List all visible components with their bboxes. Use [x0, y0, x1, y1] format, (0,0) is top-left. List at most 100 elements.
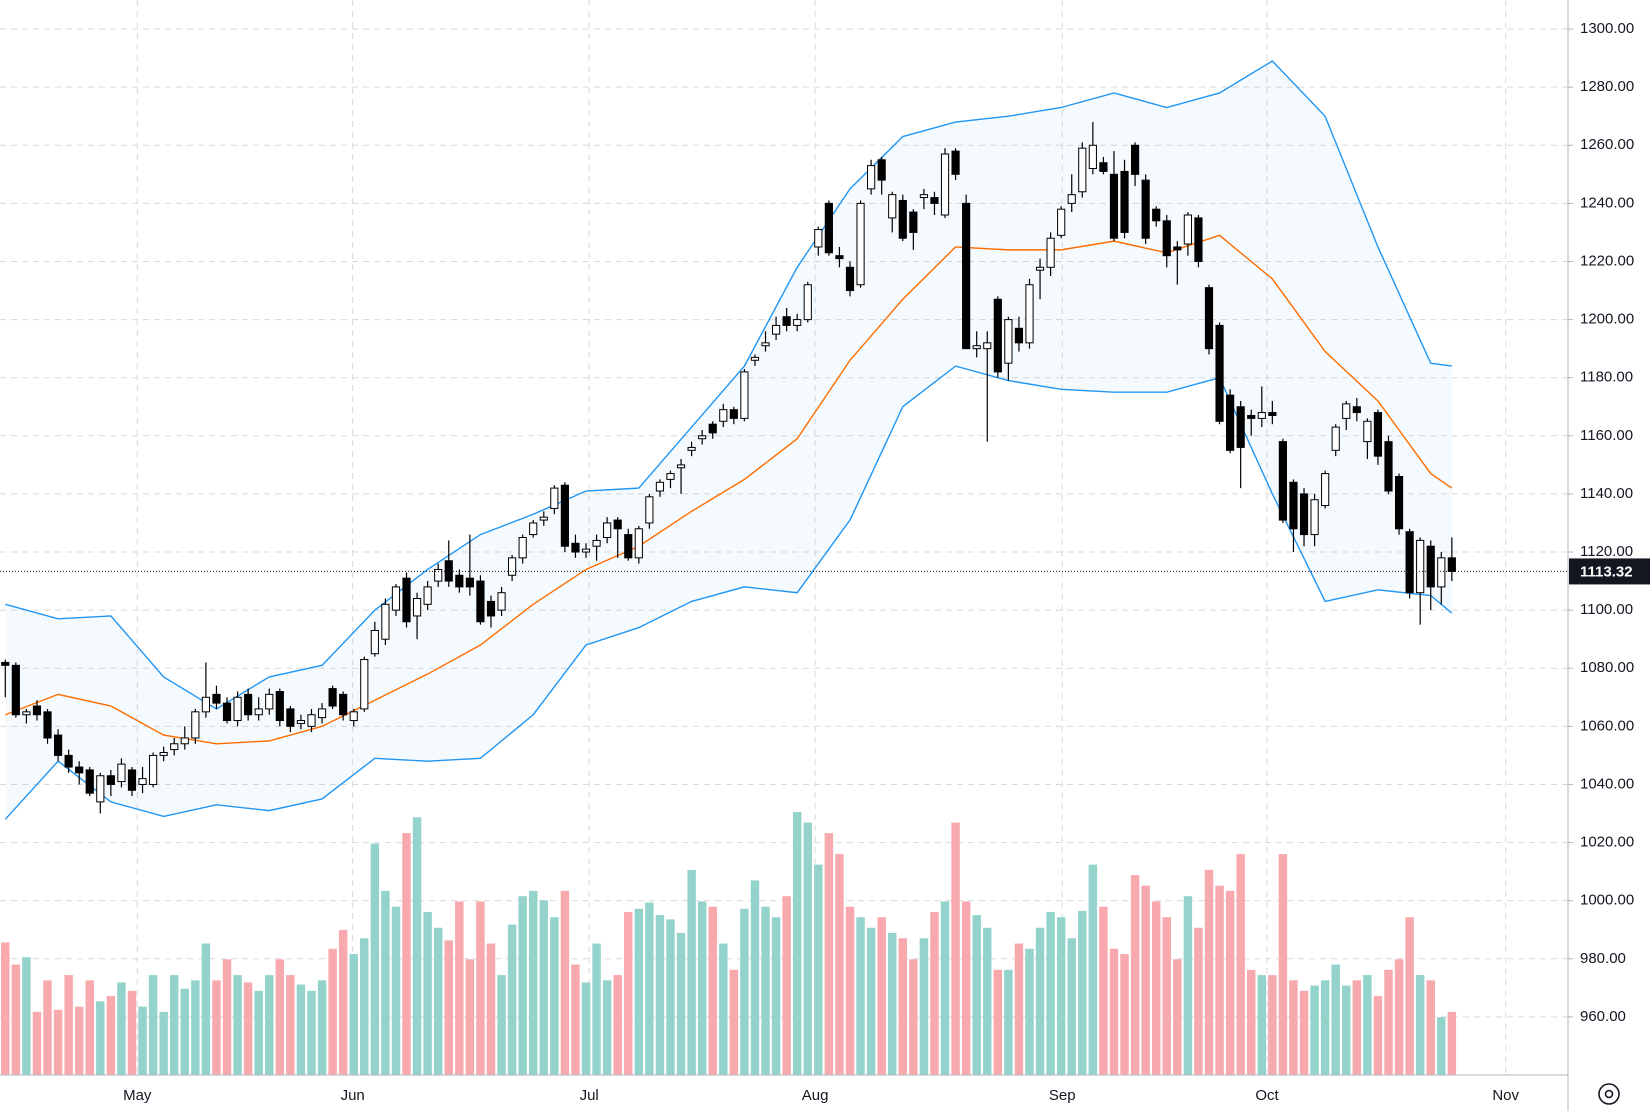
- candle-body: [64, 754, 73, 768]
- candle-body: [1331, 426, 1340, 451]
- candle-body: [1014, 327, 1024, 344]
- candle-body: [370, 629, 379, 655]
- candle-body: [1363, 420, 1372, 443]
- candle-body: [1057, 208, 1066, 236]
- volume-bar: [1384, 969, 1393, 1075]
- candle-body: [497, 592, 506, 611]
- candle-body: [1046, 237, 1055, 268]
- band-upper: [5, 60, 1452, 710]
- candle-body: [275, 690, 284, 722]
- volume-bar: [1342, 985, 1351, 1075]
- volume-bar: [32, 1011, 42, 1075]
- candle-body: [1257, 412, 1266, 419]
- candle-body: [1120, 170, 1129, 233]
- candle-body: [265, 693, 274, 710]
- y-tick-label: 1100.00: [1580, 601, 1633, 618]
- y-tick-label: 1220.00: [1580, 252, 1634, 269]
- y-tick-label: 1040.00: [1580, 775, 1634, 792]
- volume-bar: [1035, 927, 1045, 1075]
- candle-body: [1278, 441, 1287, 521]
- candle-body: [149, 754, 158, 785]
- candle-body: [845, 266, 855, 292]
- volume-bar: [1120, 954, 1129, 1075]
- volume-bar: [328, 948, 337, 1075]
- volume-bar: [550, 917, 559, 1075]
- volume-bar: [972, 915, 981, 1075]
- volume-bar: [117, 982, 126, 1075]
- candle-body: [159, 752, 168, 756]
- volume-bar: [1056, 917, 1066, 1075]
- volume-bar: [729, 969, 739, 1075]
- volume-bar: [265, 975, 274, 1075]
- volume-bar: [782, 896, 791, 1075]
- candle-body: [138, 778, 147, 785]
- volume-bar: [993, 969, 1003, 1075]
- volume-bar: [497, 975, 506, 1075]
- y-tick-label: 1180.00: [1580, 369, 1633, 386]
- candle-body: [687, 446, 696, 451]
- candle-body: [508, 557, 517, 576]
- candle-body: [1310, 499, 1319, 536]
- candle-body: [1289, 481, 1298, 530]
- candle-body: [1342, 403, 1351, 419]
- volume-bar: [919, 938, 929, 1075]
- volume-bar: [613, 975, 622, 1075]
- candle-body: [898, 199, 907, 239]
- volume-bar: [1014, 943, 1024, 1075]
- y-tick-label: 960.00: [1580, 1008, 1626, 1025]
- volume-bar: [634, 908, 644, 1075]
- candle-body: [940, 153, 950, 216]
- candle-body: [919, 194, 928, 199]
- candle-body: [455, 574, 464, 588]
- volume-bar: [814, 864, 823, 1075]
- candle-body: [1416, 539, 1425, 594]
- candle-body: [571, 542, 580, 553]
- candle-body: [581, 548, 591, 553]
- candle-body: [856, 202, 865, 286]
- volume-bar: [1447, 1011, 1457, 1075]
- candle-body: [1025, 284, 1034, 344]
- settings-button[interactable]: [1598, 1083, 1620, 1105]
- candle-body: [1352, 406, 1361, 414]
- volume-bar: [835, 854, 844, 1075]
- volume-bar: [877, 917, 886, 1075]
- candle-body: [634, 528, 643, 559]
- candle-body: [771, 324, 781, 335]
- x-tick-label: Aug: [802, 1087, 829, 1104]
- candle-body: [708, 423, 717, 434]
- candle-body: [750, 356, 760, 361]
- y-tick-label: 1300.00: [1580, 20, 1634, 37]
- y-tick-label: 1280.00: [1580, 78, 1634, 95]
- volume-bar: [64, 975, 73, 1075]
- candle-body: [1394, 475, 1404, 530]
- volume-bar: [560, 890, 570, 1075]
- volume-bar: [518, 896, 527, 1075]
- volume-bar: [148, 975, 158, 1075]
- candle-body: [740, 371, 749, 419]
- settings-icon-ring: [1598, 1083, 1620, 1105]
- candle-body: [814, 229, 823, 248]
- candle-body: [624, 534, 633, 559]
- candle-body: [32, 705, 42, 716]
- candle-body: [1236, 406, 1245, 448]
- candle-body: [962, 202, 971, 350]
- candle-body: [550, 487, 559, 509]
- candle-body: [1437, 557, 1446, 588]
- volume-bar: [391, 906, 401, 1075]
- candle-body: [170, 743, 179, 751]
- volume-bar: [581, 982, 591, 1075]
- volume-bar: [824, 833, 834, 1075]
- x-tick-label: Sep: [1049, 1087, 1076, 1104]
- candle-body: [106, 775, 115, 785]
- candle-body: [1426, 545, 1435, 588]
- candle-body: [244, 693, 253, 716]
- volume-bar: [602, 980, 612, 1075]
- candle-body: [402, 577, 411, 623]
- volume-bar: [370, 843, 380, 1075]
- volume-bar: [423, 911, 432, 1075]
- candle-body: [729, 409, 738, 419]
- volume-bar: [645, 902, 654, 1075]
- candle-body: [1321, 473, 1330, 507]
- volume-bar: [697, 901, 707, 1075]
- candle-body: [1173, 246, 1182, 251]
